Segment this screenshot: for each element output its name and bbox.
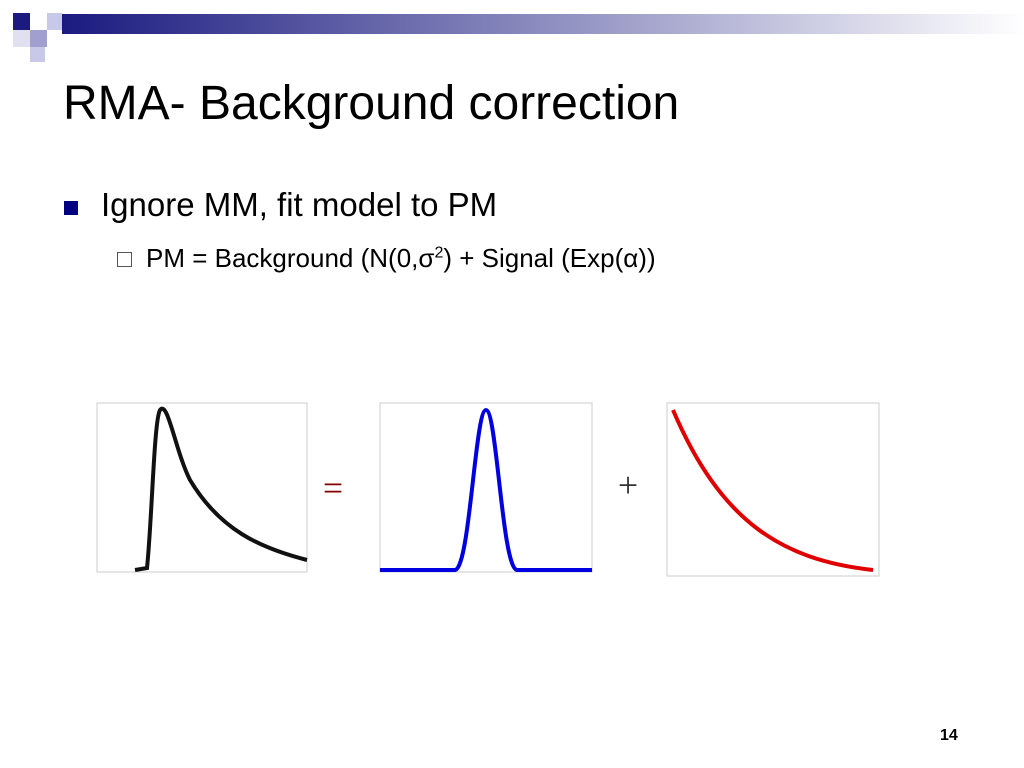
signal-plot <box>666 402 880 577</box>
sub-bullet-text: PM = Background (N(0,σ <box>146 243 435 273</box>
noise-plot <box>379 402 593 573</box>
deco-square <box>13 13 30 30</box>
sub-bullet-text: ) + Signal (Exp(α)) <box>443 243 656 273</box>
slide-title: RMA- Background correction <box>63 77 680 130</box>
deco-square <box>47 13 62 30</box>
sub-bullet-marker <box>117 252 132 267</box>
deco-square <box>13 30 30 47</box>
bullet-marker <box>64 201 78 215</box>
plus-sign: + <box>618 465 638 505</box>
observed-plot <box>96 402 308 573</box>
sub-bullet: PM = Background (N(0,σ2) + Signal (Exp(α… <box>146 243 656 274</box>
bullet: Ignore MM, fit model to PM <box>101 186 498 223</box>
superscript: 2 <box>434 244 444 262</box>
page-number: 14 <box>940 727 958 744</box>
header-bar <box>62 14 1024 34</box>
deco-square <box>30 30 47 47</box>
deco-square <box>30 47 45 62</box>
equals-sign: = <box>323 468 343 508</box>
